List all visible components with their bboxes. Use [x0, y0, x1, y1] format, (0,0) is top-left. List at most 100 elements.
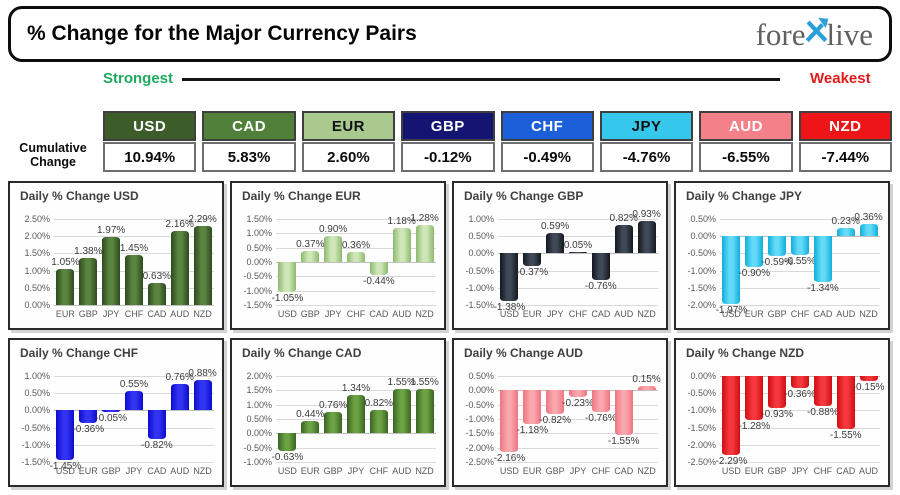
bar-eur [56, 268, 75, 305]
weakest-label: Weakest [810, 70, 871, 87]
bar-chf [813, 376, 832, 407]
y-tick-label: -0.50% [21, 422, 50, 433]
bar-value-label: -1.28% [738, 421, 771, 433]
y-tick-label: -1.00% [687, 405, 716, 416]
chart-panel-cad: Daily % Change CAD 2.00% 1.50% 1.00% 0.50% 0.… [230, 338, 446, 487]
bar-value-label: 1.34% [341, 382, 371, 394]
gridline [498, 253, 658, 255]
chart-title: Daily % Change CHF [20, 346, 139, 360]
gridline [54, 444, 214, 446]
y-tick-label: 1.00% [24, 371, 50, 381]
gridline [276, 290, 436, 292]
bar-value-label: 1.45% [119, 243, 149, 255]
bar-usd [500, 390, 519, 453]
y-tick-label: -0.50% [687, 388, 716, 399]
bar-jpy [347, 394, 365, 434]
bar-gbp [546, 390, 565, 414]
y-tick-label: 0.50% [468, 231, 494, 242]
bar-value-label: 0.63% [142, 271, 172, 283]
y-tick-label: -2.00% [687, 439, 716, 450]
gridline [54, 427, 214, 429]
category-label: EUR [744, 466, 764, 476]
gridline [54, 410, 214, 412]
y-tick-label: -2.00% [687, 300, 716, 310]
category-label: USD [55, 466, 75, 476]
bar-value-label: 0.59% [540, 221, 570, 233]
bar-gbp [102, 410, 121, 413]
bar-jpy [125, 391, 143, 411]
y-tick-label: 1.00% [24, 265, 50, 276]
bar-value-label: 1.55% [387, 376, 416, 388]
header: % Change for the Major Currency Pairs fo… [8, 6, 892, 62]
bar-value-label: -1.34% [807, 283, 839, 295]
chart-panel-chf: Daily % Change CHF 1.00% 0.50% 0.00% -0.50% -… [8, 338, 224, 487]
y-tick-label: 0.00% [468, 385, 494, 396]
category-label: USD [277, 466, 297, 476]
bar-cad [147, 283, 166, 305]
bar-value-label: 0.93% [632, 209, 661, 221]
bar-jpy [324, 236, 343, 262]
category-label: GBP [78, 309, 98, 319]
bar-value-label: 0.76% [165, 372, 194, 384]
bar-nzd [637, 386, 656, 391]
bar-value-label: 1.38% [74, 245, 103, 257]
gridline [720, 427, 880, 429]
category-label: CHF [591, 466, 611, 476]
gridline [498, 236, 658, 238]
bar-value-label: 0.88% [188, 368, 217, 380]
badge-currency-name: EUR [301, 111, 396, 141]
category-label: CAD [813, 309, 833, 319]
page-title: % Change for the Major Currency Pairs [27, 22, 417, 45]
category-label: AUD [614, 309, 634, 319]
bar-value-label: -1.55% [829, 430, 862, 442]
category-label: AUD [392, 466, 412, 476]
bar-value-label: -0.15% [852, 382, 885, 394]
bar-aud [392, 388, 411, 434]
chart-panel-nzd: Daily % Change NZD 0.00% -0.50% -1.00% -1.50… [674, 338, 890, 487]
bar-chf [369, 409, 388, 434]
y-tick-label: -1.00% [687, 265, 716, 276]
cumulative-change-label: Cumulative Change [19, 141, 87, 170]
chart-title: Daily % Change CAD [242, 346, 362, 360]
category-label: GBP [767, 309, 787, 319]
bar-chf [569, 251, 587, 254]
bar-value-label: -0.23% [562, 397, 594, 409]
strongest-label: Strongest [103, 70, 174, 87]
badge-cumulative-value: -0.49% [500, 142, 594, 172]
bar-value-label: 1.97% [96, 225, 126, 237]
category-label: JPY [791, 466, 809, 476]
gridline [54, 376, 214, 377]
gridline [498, 447, 658, 449]
bar-value-label: 0.23% [831, 216, 860, 228]
badge-currency-name: GBP [401, 111, 495, 141]
gridline [720, 305, 880, 306]
cumulative-row: Cumulative Change USD 10.94% CAD 5.83% EUR 2.… [0, 111, 900, 172]
y-tick-label: -0.50% [465, 265, 494, 276]
category-label: EUR [522, 466, 542, 476]
bar-nzd [415, 225, 434, 262]
category-label: NZD [193, 466, 212, 476]
chart-panel-aud: Daily % Change AUD 0.50% 0.00% -0.50% -1.00%… [452, 338, 668, 487]
gridline [498, 376, 658, 377]
y-tick-label: 0.00% [246, 428, 272, 439]
gridline [498, 404, 658, 406]
bar-value-label: -0.37% [516, 267, 549, 279]
category-label: EUR [55, 309, 75, 319]
gridline [276, 390, 436, 392]
bar-value-label: 2.16% [165, 218, 194, 230]
bar-value-label: 0.44% [296, 408, 325, 420]
bar-gbp [324, 411, 343, 434]
bar-value-label: -0.59% [761, 257, 793, 269]
category-label: AUD [170, 309, 190, 319]
bar-usd [722, 236, 741, 304]
scale-row: Strongest Weakest [0, 70, 900, 92]
gridline [54, 253, 214, 255]
category-label: JPY [102, 309, 120, 319]
bar-value-label: 1.18% [387, 216, 416, 228]
currency-badge-aud: AUD -6.55% [699, 111, 793, 172]
currency-badge-chf: CHF -0.49% [500, 111, 594, 172]
bar-value-label: -0.36% [784, 389, 816, 401]
bar-value-label: 0.36% [854, 211, 883, 223]
badge-currency-name: CHF [500, 111, 594, 141]
y-tick-label: 0.50% [24, 388, 50, 399]
